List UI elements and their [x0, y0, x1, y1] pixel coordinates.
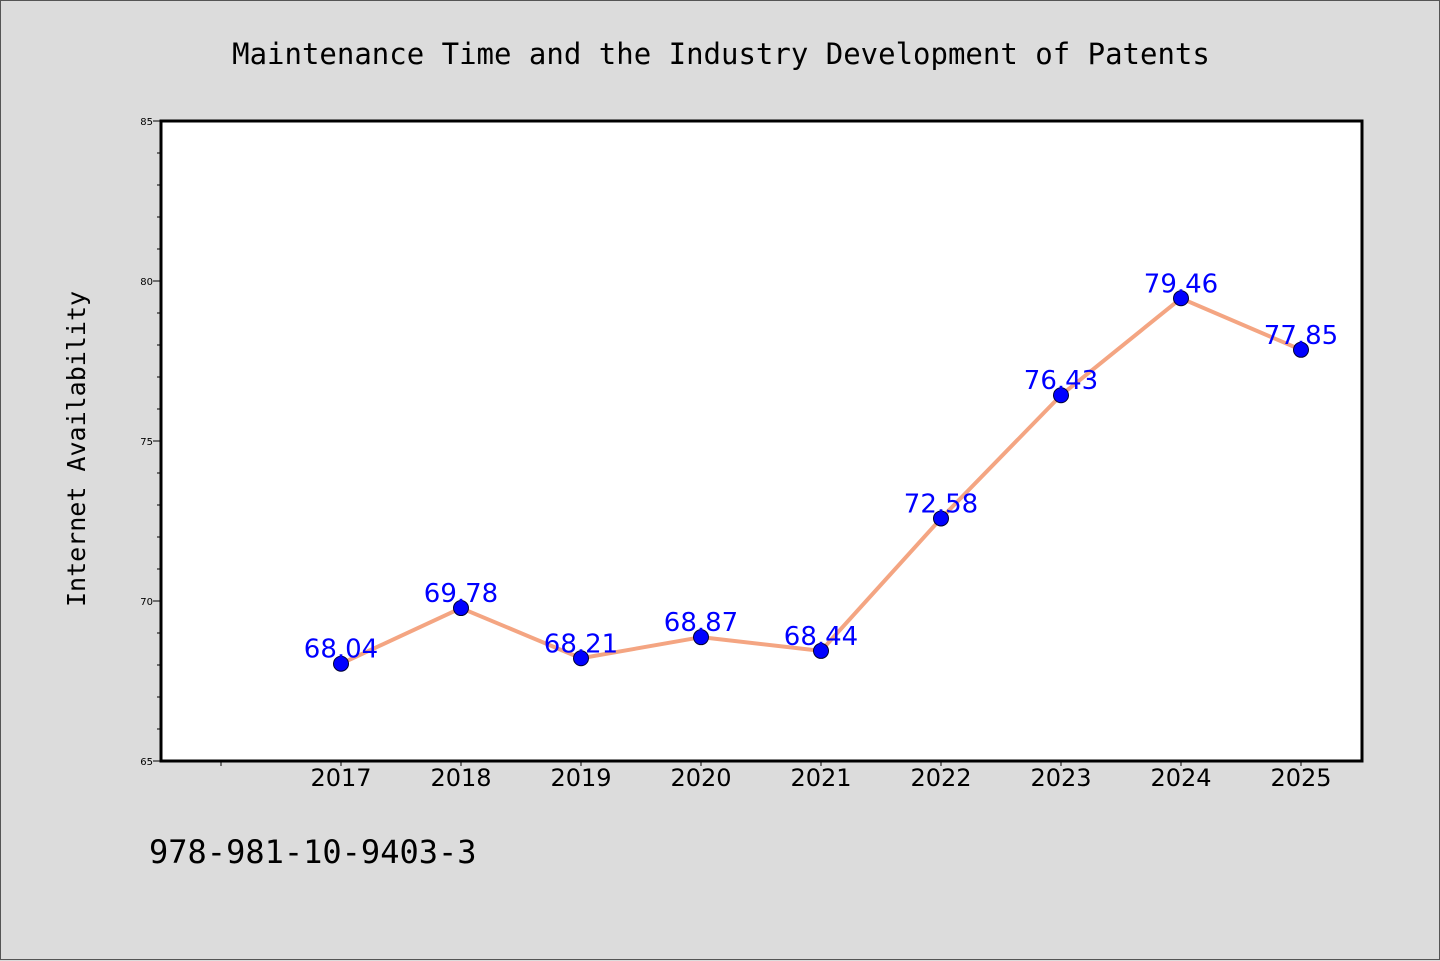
data-point-marker	[1293, 341, 1309, 358]
data-label: 72.58	[904, 489, 978, 519]
data-label: 76.43	[1024, 366, 1098, 396]
y-tick-label: 65	[140, 757, 153, 768]
x-tick-label: 2018	[430, 764, 491, 792]
y-tick-label: 80	[140, 277, 153, 288]
y-tick-label: 85	[140, 117, 153, 128]
data-point-marker	[1053, 387, 1069, 404]
data-label: 79.46	[1144, 269, 1218, 299]
x-tick-label: 2022	[910, 764, 971, 792]
data-label: 68.87	[664, 608, 738, 638]
x-tick-label: 2023	[1030, 764, 1091, 792]
x-tick-label: 2024	[1150, 764, 1211, 792]
data-label: 68.21	[544, 629, 618, 659]
data-point-marker	[1173, 290, 1189, 307]
data-label: 68.44	[784, 622, 858, 652]
y-axis-label: Internet Availability	[62, 291, 91, 607]
data-point-marker	[693, 629, 709, 646]
chart-title: Maintenance Time and the Industry Develo…	[232, 37, 1210, 71]
y-tick-label: 75	[140, 437, 153, 448]
data-point-marker	[573, 650, 589, 667]
data-labels-group: 68.04 69.78 68.21 68.87 68.44 72.58 76.43 79.46…	[304, 269, 1338, 664]
x-tick-label: 2019	[550, 764, 611, 792]
x-tick-label: 2025	[1270, 764, 1331, 792]
data-point-marker	[933, 510, 949, 527]
x-tick-label: 2021	[790, 764, 851, 792]
markers-group	[333, 290, 1309, 672]
data-point-marker	[333, 655, 349, 672]
y-tick-label: 70	[140, 597, 153, 608]
data-label: 68.04	[304, 635, 378, 665]
y-axis: 65 70 75 80 85	[140, 117, 161, 768]
x-tick-label: 2017	[310, 764, 371, 792]
x-axis: 2017 2018 2019 2020 2021 2022 2023 2024 2025	[220, 761, 1332, 792]
data-label: 77.85	[1264, 321, 1338, 351]
x-tick-label: 2020	[670, 764, 731, 792]
data-label: 69.78	[424, 579, 498, 609]
data-point-marker	[813, 642, 829, 659]
isbn-text: 978-981-10-9403-3	[149, 833, 477, 871]
data-point-marker	[453, 600, 469, 617]
